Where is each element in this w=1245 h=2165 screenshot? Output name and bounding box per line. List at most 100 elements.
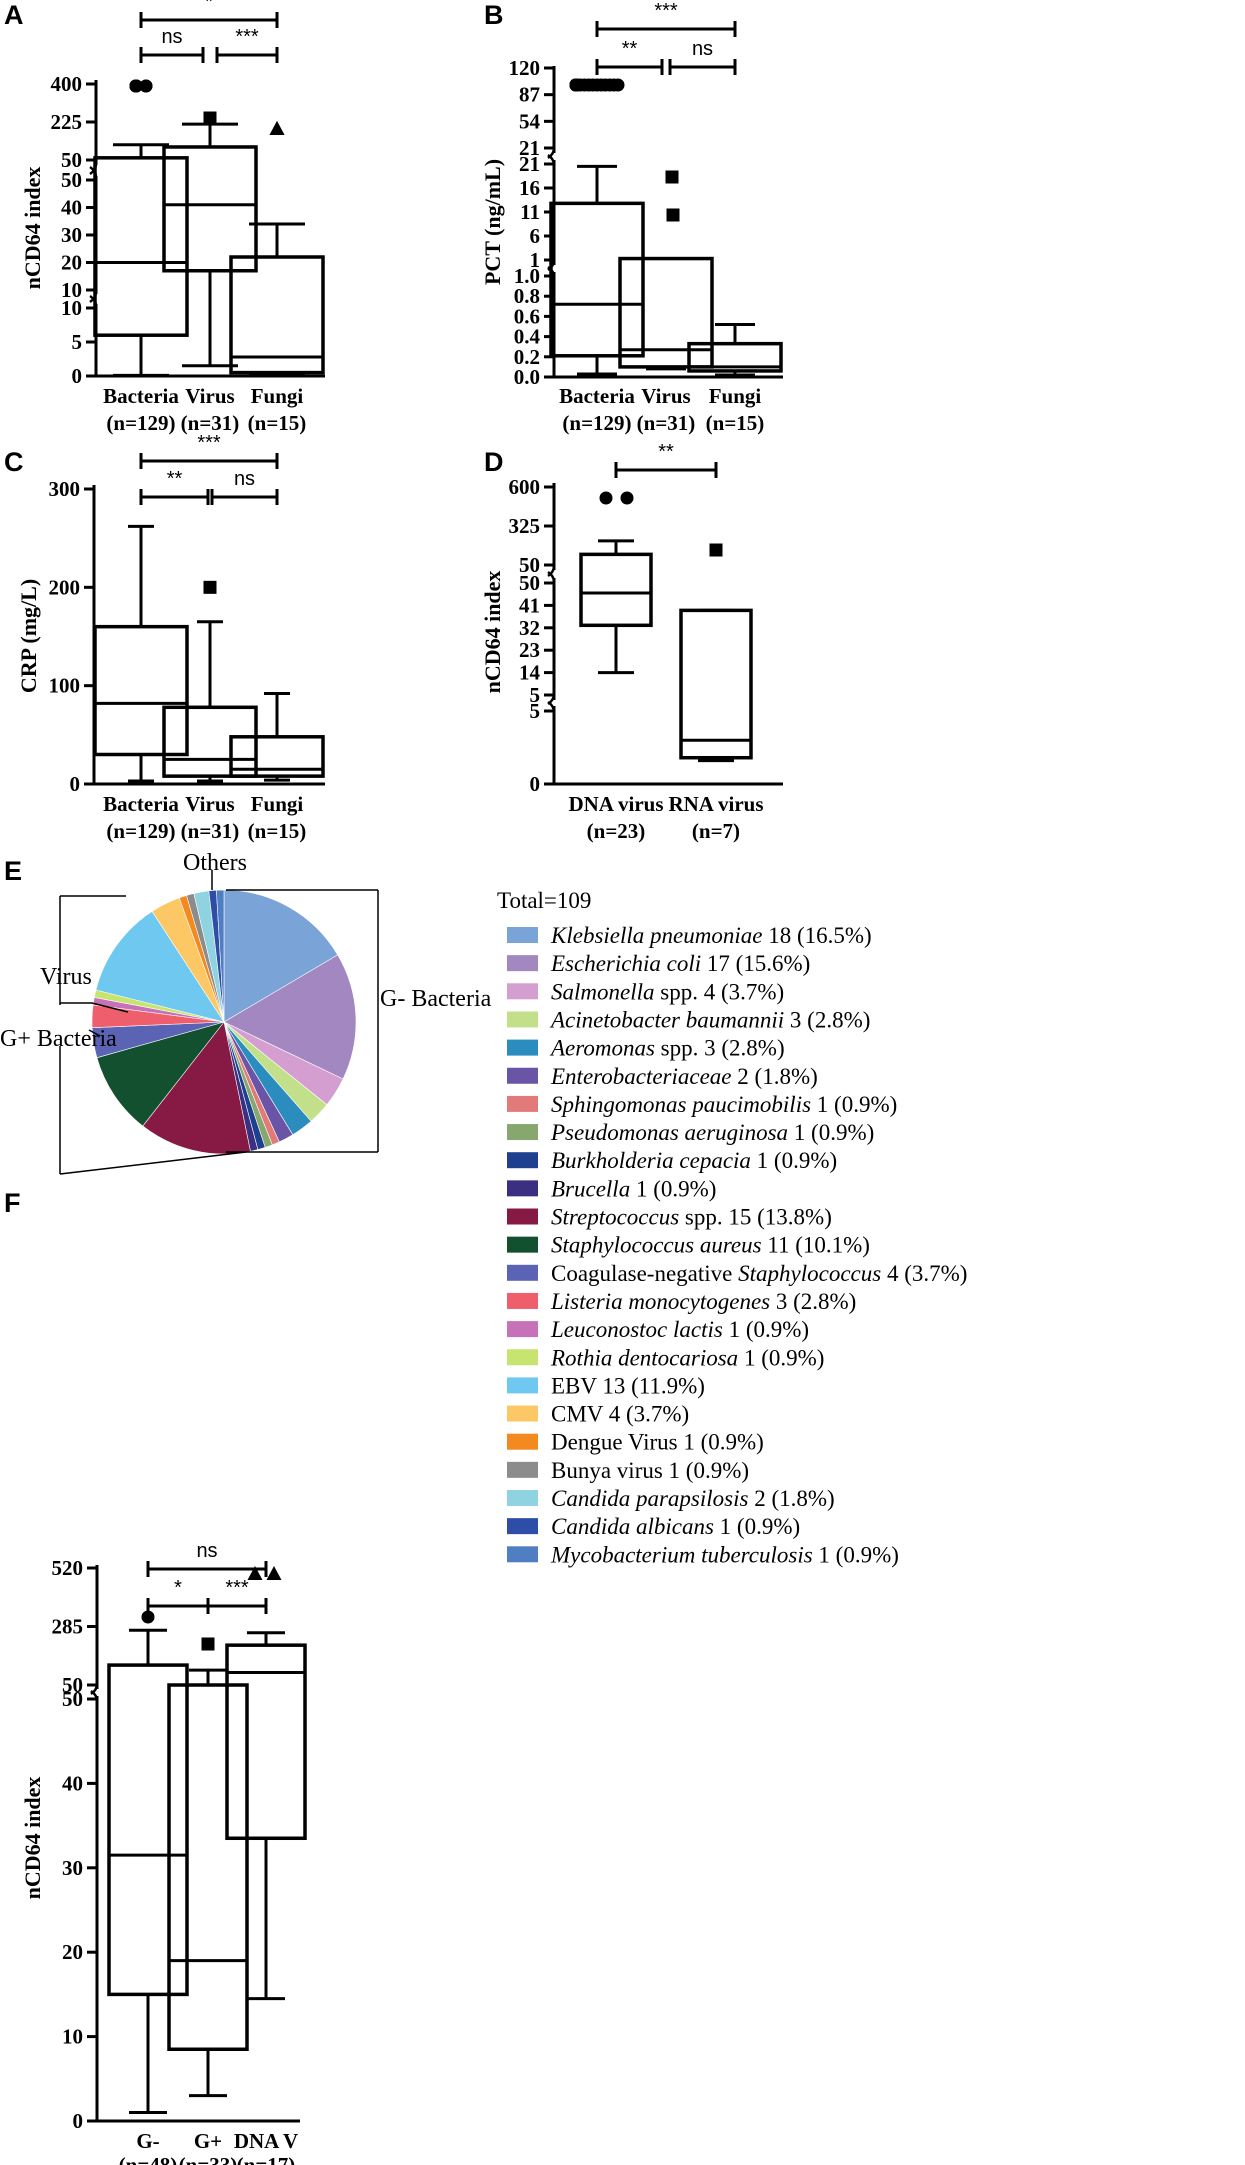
legend-item: Staphylococcus aureus 11 (10.1%) [507, 1233, 870, 1258]
legend-label: Streptococcus spp. 15 (13.8%) [551, 1205, 832, 1230]
y-tick-label: 0 [70, 772, 81, 796]
y-tick-label: 54 [519, 109, 541, 133]
legend-label-species: Pseudomonas aeruginosa [550, 1120, 788, 1145]
legend-item: Bunya virus 1 (0.9%) [507, 1458, 749, 1483]
panel-label: F [4, 1188, 21, 1218]
legend-label: Dengue Virus 1 (0.9%) [551, 1430, 764, 1455]
legend-label: EBV 13 (11.9%) [551, 1373, 705, 1398]
y-tick-label: 0 [72, 364, 83, 388]
significance-label: *** [197, 432, 221, 454]
y-tick-label: 0.6 [514, 304, 540, 328]
y-tick-label: 50 [62, 1673, 83, 1697]
legend-item: Escherichia coli 17 (15.6%) [507, 951, 810, 976]
y-tick-label: 20 [61, 251, 82, 275]
x-category-label: DNA virus [568, 792, 663, 816]
significance-bracket: *** [139, 432, 279, 469]
outlier-point [709, 543, 723, 557]
y-tick-label: 5 [72, 330, 83, 354]
y-tick-label: 600 [509, 475, 541, 499]
legend-item: Streptococcus spp. 15 (13.8%) [507, 1205, 832, 1230]
legend-label: Brucella 1 (0.9%) [551, 1176, 716, 1201]
significance-label: ** [167, 468, 183, 490]
outlier-point [666, 208, 680, 222]
panel-label: D [484, 447, 504, 477]
panel-b: B120875421211611611.00.80.60.40.20.0PCT … [480, 0, 783, 435]
legend-item: Listeria monocytogenes 3 (2.8%) [507, 1289, 856, 1314]
significance-bracket: *** [206, 1577, 268, 1614]
outlier-point [201, 1637, 215, 1651]
y-tick-label: 6 [530, 224, 541, 248]
legend-label-species: Listeria monocytogenes [550, 1289, 770, 1314]
legend-label-count: 18 (16.5%) [762, 923, 871, 948]
y-tick-label: 32 [519, 616, 540, 640]
legend-label-species: Aeromonas [549, 1036, 655, 1061]
legend-label: Aeromonas spp. 3 (2.8%) [549, 1036, 785, 1061]
legend-label-count: 2 (1.8%) [748, 1486, 834, 1511]
legend-item: Coagulase-negative Staphylococcus 4 (3.7… [507, 1261, 967, 1286]
iqr-box [229, 735, 325, 778]
legend-swatch [507, 1433, 538, 1450]
pie-slice [216, 889, 225, 1023]
significance-label: ns [196, 1540, 217, 1562]
box-fungi [687, 322, 783, 377]
y-tick-label: 30 [61, 223, 82, 247]
significance-label: *** [225, 1577, 249, 1599]
legend-label-text: Bunya virus 1 (0.9%) [551, 1458, 749, 1483]
iqr-box [618, 256, 714, 369]
y-axis-label: nCD64 index [20, 1777, 45, 1900]
box-fungi [229, 121, 325, 376]
x-category-label: Virus [185, 792, 234, 816]
x-category-label: RNA virus [668, 792, 763, 816]
y-tick-label: 120 [509, 56, 541, 80]
legend-label: Rothia dentocariosa 1 (0.9%) [550, 1345, 824, 1370]
iqr-box [93, 624, 189, 757]
pie-bracket-line [59, 1151, 247, 1175]
legend-swatch [507, 1180, 538, 1197]
x-sample-size-label: (n=17) [237, 2153, 296, 2165]
panel-c: C 300 200 100 0 CRP (mg/L) Bacteria (n=129) Viru… [4, 432, 325, 843]
box-virus [162, 580, 258, 783]
significance-bracket: *** [215, 26, 279, 63]
panel-e: E G- Bacteria G+ Bacteria Virus Others Total=… [0, 850, 967, 1567]
x-sample-size-label: (n=33) [179, 2153, 238, 2165]
legend-label: Pseudomonas aeruginosa 1 (0.9%) [550, 1120, 874, 1145]
legend-label: Enterobacteriaceae 2 (1.8%) [550, 1064, 818, 1089]
legend-swatch [507, 1546, 538, 1563]
x-category-label: Fungi [251, 792, 304, 816]
iqr-box [93, 156, 189, 337]
legend-label: Salmonella spp. 4 (3.7%) [551, 979, 784, 1004]
axis-break-mark [547, 565, 556, 578]
y-tick-label: 50 [61, 148, 82, 172]
x-sample-size-label: (n=15) [248, 819, 307, 843]
legend-swatch [507, 1264, 538, 1281]
legend-label-species: Streptococcus [551, 1205, 679, 1230]
y-tick-label: 300 [49, 477, 81, 501]
y-tick-label: 20 [62, 1940, 83, 1964]
iqr-box [107, 1663, 189, 1997]
x-category-label: Fungi [709, 384, 762, 408]
y-tick-label: 10 [61, 296, 82, 320]
legend-label-count: 3 (2.8%) [770, 1289, 856, 1314]
x-sample-size-label: (n=15) [248, 411, 307, 435]
legend-label-species: Rothia dentocariosa [550, 1345, 738, 1370]
legend-label-count: 1 (0.9%) [751, 1148, 837, 1173]
pie-bracket-line [91, 1002, 129, 1013]
box-fungi [229, 692, 325, 782]
x-sample-size-label: (n=129) [562, 411, 631, 435]
legend-swatch [507, 1405, 538, 1422]
panel-label: C [4, 447, 24, 477]
legend-label-count: spp. 15 (13.8%) [679, 1205, 832, 1230]
legend-swatch [507, 1152, 538, 1169]
pie-slice [95, 910, 225, 1023]
x-category-label: Virus [641, 384, 690, 408]
legend-label-text: EBV 13 (11.9%) [551, 1373, 705, 1398]
legend-item: Sphingomonas paucimobilis 1 (0.9%) [507, 1092, 897, 1117]
iqr-box [679, 608, 753, 760]
legend-label-count: 3 (2.8%) [784, 1007, 870, 1032]
legend-item: Candida parapsilosis 2 (1.8%) [507, 1486, 835, 1511]
iqr-box [229, 255, 325, 375]
y-tick-label: 0.2 [514, 345, 540, 369]
